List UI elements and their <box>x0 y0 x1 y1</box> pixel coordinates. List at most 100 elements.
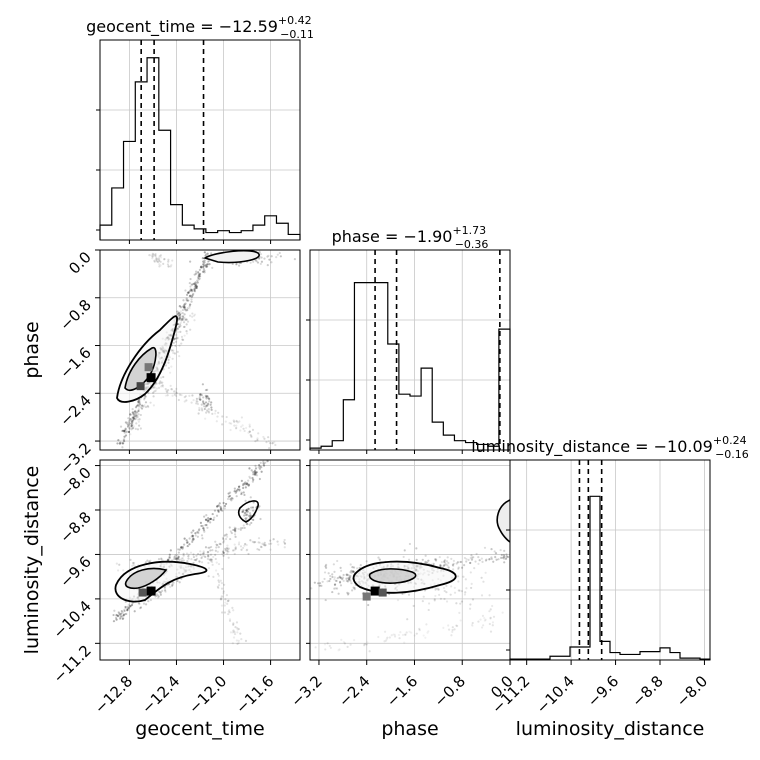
scatter-point <box>126 608 129 612</box>
scatter-point <box>475 552 478 556</box>
scatter-point <box>214 549 217 552</box>
scatter-point <box>155 382 158 385</box>
scatter-point <box>215 546 218 549</box>
scatter-point <box>175 333 178 336</box>
scatter-point <box>455 602 458 605</box>
scatter-point <box>139 398 142 401</box>
scatter-point <box>140 404 144 407</box>
scatter-point <box>217 510 220 514</box>
scatter-point <box>469 556 472 560</box>
scatter-point <box>153 259 156 262</box>
scatter-point <box>484 618 487 621</box>
scatter-point <box>174 557 177 560</box>
scatter-point <box>139 427 142 430</box>
scatter-point <box>218 581 221 584</box>
scatter-point <box>216 505 219 508</box>
scatter-point <box>224 420 227 423</box>
scatter-point <box>121 446 124 449</box>
scatter-point <box>127 417 130 420</box>
scatter-point <box>204 555 207 558</box>
scatter-point <box>176 557 179 560</box>
scatter-point <box>264 544 267 547</box>
scatter-point <box>230 531 233 535</box>
scatter-point <box>457 566 460 569</box>
scatter-point <box>192 314 196 317</box>
scatter-point <box>185 399 188 402</box>
scatter-point <box>189 260 192 263</box>
scatter-point <box>188 307 191 310</box>
scatter-point <box>190 401 193 404</box>
scatter-point <box>154 389 157 392</box>
scatter-point <box>258 541 261 544</box>
scatter-point <box>176 310 179 313</box>
scatter-point <box>233 490 236 493</box>
scatter-point <box>205 404 208 407</box>
scatter-point <box>210 558 213 562</box>
scatter-point <box>192 555 196 559</box>
scatter-point <box>255 471 258 474</box>
scatter-point <box>197 276 200 279</box>
scatter-point <box>193 558 196 562</box>
scatter-point <box>120 609 123 613</box>
scatter-point <box>226 497 230 501</box>
scatter-point <box>208 558 211 561</box>
scatter-point <box>225 533 228 536</box>
scatter-point <box>130 424 133 427</box>
scatter-point <box>232 528 235 532</box>
scatter-point <box>138 401 141 404</box>
scatter-point <box>247 484 250 487</box>
scatter-point <box>209 560 213 563</box>
scatter-point <box>502 553 505 557</box>
scatter-point <box>452 568 455 571</box>
scatter-point <box>450 557 453 560</box>
scatter-point <box>262 435 265 439</box>
scatter-point <box>252 470 255 474</box>
scatter-point <box>186 308 189 312</box>
scatter-point <box>222 551 226 555</box>
title-lower: −0.36 <box>455 238 489 251</box>
scatter-point <box>249 539 252 542</box>
scatter-point <box>239 527 242 530</box>
contour-line <box>496 499 510 543</box>
scatter-point <box>413 634 416 637</box>
scatter-point <box>117 611 120 614</box>
scatter-point <box>228 611 231 614</box>
scatter-point <box>201 537 204 540</box>
scatter-point <box>491 604 494 608</box>
scatter-point <box>458 589 461 592</box>
density-cell <box>136 382 145 391</box>
scatter-point <box>457 589 460 592</box>
scatter-point <box>131 419 135 422</box>
scatter-point <box>188 543 191 546</box>
scatter-point <box>156 258 159 261</box>
scatter-point <box>156 594 160 597</box>
scatter-point <box>217 504 220 507</box>
scatter-point <box>232 609 235 612</box>
scatter-point <box>199 553 202 556</box>
scatter-point <box>456 561 460 564</box>
scatter-point <box>191 537 195 540</box>
scatter-point <box>463 593 467 596</box>
scatter-point <box>220 582 224 585</box>
scatter-point <box>196 535 199 538</box>
scatter-point <box>133 610 136 613</box>
scatter-point <box>470 554 473 557</box>
scatter-point <box>258 548 261 551</box>
scatter-point <box>245 509 248 512</box>
scatter-point <box>444 563 447 566</box>
scatter-point <box>244 517 247 520</box>
scatter-point <box>208 397 211 401</box>
scatter-point <box>234 546 237 549</box>
scatter-point <box>199 398 202 401</box>
scatter-point <box>210 406 213 409</box>
scatter-point <box>165 390 168 393</box>
scatter-point <box>178 393 182 396</box>
scatter-point <box>479 618 482 621</box>
scatter-point <box>252 473 255 476</box>
scatter-point <box>196 281 199 284</box>
scatter-point <box>321 580 324 583</box>
scatter-point <box>462 575 465 578</box>
scatter-point <box>130 428 133 431</box>
scatter-point <box>351 570 354 573</box>
scatter-point <box>202 527 205 530</box>
